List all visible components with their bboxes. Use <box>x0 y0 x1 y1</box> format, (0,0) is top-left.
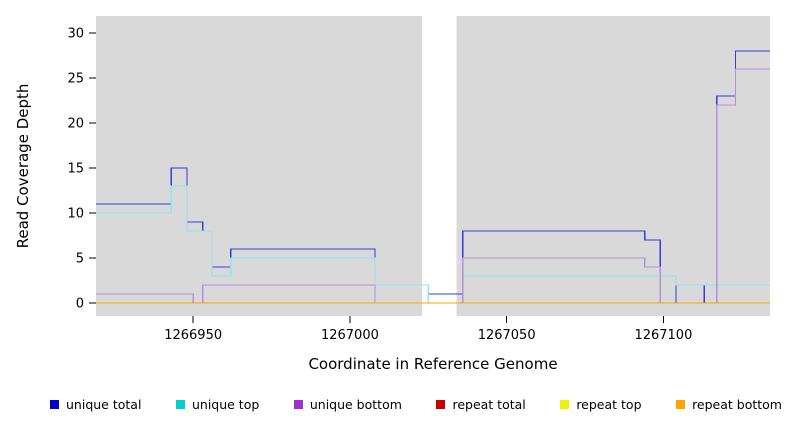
series-line-unique-top <box>96 185 770 304</box>
y-tick-label: 10 <box>67 207 84 222</box>
y-tick-label: 0 <box>76 297 84 312</box>
legend-swatch-unique-top <box>175 400 185 409</box>
legend-label: repeat bottom <box>692 397 782 412</box>
legend-swatch-repeat-bottom <box>676 400 686 409</box>
legend-swatch-unique-bottom <box>293 400 303 409</box>
y-tick-label: 25 <box>67 72 84 87</box>
legend-item-unique-bottom: unique bottom <box>293 397 402 412</box>
legend-label: unique total <box>66 397 142 412</box>
coverage-plot: 0 5 10 15 20 25 30 1266950 1267000 1267050 1267100… <box>14 14 770 373</box>
legend-item-repeat-top: repeat top <box>560 397 642 412</box>
legend-item-repeat-bottom: repeat bottom <box>676 397 782 412</box>
y-tick-label: 30 <box>67 27 84 42</box>
x-axis-title: Coordinate in Reference Genome <box>308 355 557 373</box>
legend-swatch-repeat-total <box>436 400 446 409</box>
masked-region <box>422 14 457 316</box>
x-tick-label: 1266950 <box>164 328 222 343</box>
x-tick-label: 1267100 <box>634 328 692 343</box>
chart-legend: unique total unique top unique bottom repea… <box>0 389 792 412</box>
y-tick-label: 20 <box>67 117 84 132</box>
legend-label: unique top <box>191 397 260 412</box>
legend-swatch-unique-total <box>50 400 59 409</box>
x-tick-label: 1267050 <box>478 328 536 343</box>
legend-label: repeat top <box>576 397 642 412</box>
legend-label: repeat total <box>452 397 526 412</box>
legend-item-unique-top: unique top <box>175 397 260 412</box>
legend-item-repeat-total: repeat total <box>436 397 526 412</box>
y-tick-label: 15 <box>67 162 84 177</box>
legend-swatch-repeat-top <box>560 400 570 409</box>
y-axis-title: Read Coverage Depth <box>14 84 32 249</box>
y-tick-label: 5 <box>76 252 84 267</box>
legend-item-unique-total: unique total <box>50 397 141 412</box>
legend-label: unique bottom <box>309 397 402 412</box>
x-tick-label: 1267000 <box>321 328 379 343</box>
